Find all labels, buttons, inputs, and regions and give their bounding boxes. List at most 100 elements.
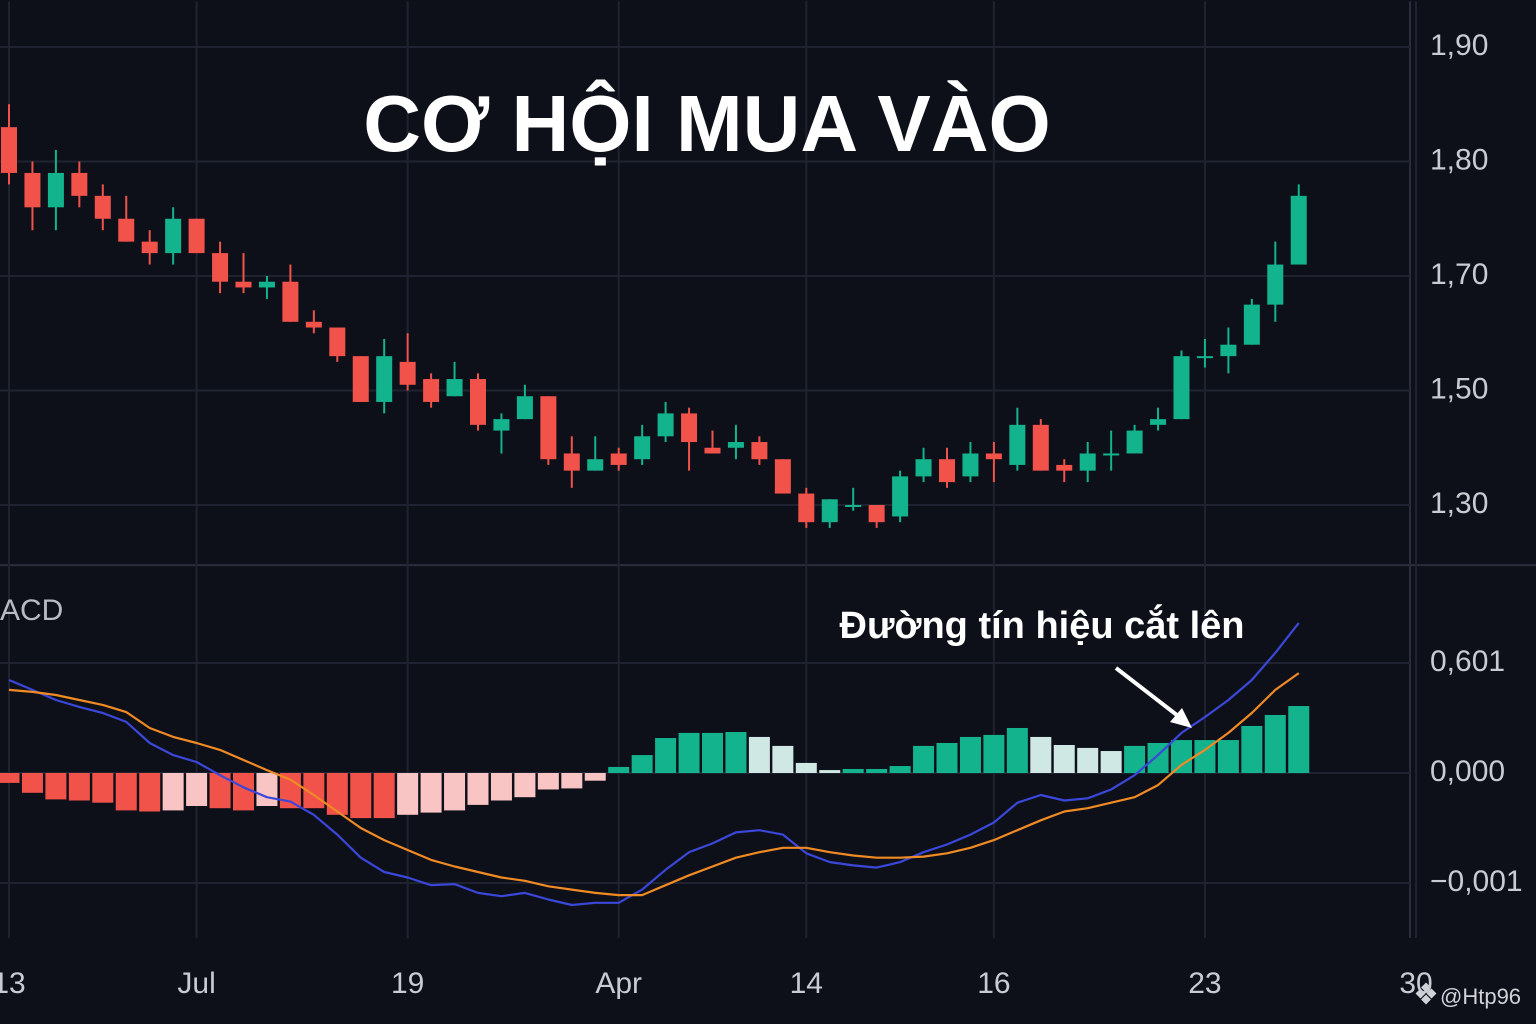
icon-part [1421, 994, 1431, 1005]
histogram-bar [537, 773, 559, 790]
histogram-bar [866, 768, 888, 773]
histogram-bar [795, 762, 817, 773]
y-tick-label: 0,000 [1430, 755, 1505, 788]
histogram-bar [1288, 706, 1310, 773]
y-tick-label: 1,70 [1430, 258, 1488, 291]
histogram-bar [702, 732, 723, 773]
candle-body [939, 459, 955, 483]
candle-body [657, 413, 674, 437]
watermark-icon [1415, 982, 1437, 1005]
histogram-bar [1264, 714, 1286, 773]
histogram-bar [45, 773, 67, 800]
candle-body [1103, 453, 1120, 456]
candle-body [1196, 356, 1213, 359]
histogram-bar [1124, 745, 1146, 773]
y-tick-label: 0,601 [1430, 645, 1505, 678]
candle-body [681, 413, 698, 443]
histogram-bar [1053, 744, 1075, 773]
candle-body [962, 453, 979, 477]
annotation: Đường tín hiệu cắt lên [840, 603, 1245, 647]
x-tick-label: 30 [1399, 967, 1432, 1000]
histogram-bar [279, 773, 301, 809]
histogram-bar [397, 773, 419, 815]
candle-body [470, 379, 486, 425]
candle-body [141, 241, 158, 254]
histogram-bar [936, 742, 958, 773]
histogram-bar [467, 773, 489, 805]
histogram-bar [772, 745, 794, 773]
y-tick-label: 1,50 [1430, 372, 1488, 405]
annotation-arrow [1114, 666, 1192, 728]
candle-body [821, 499, 838, 523]
y-tick-label: 1,90 [1430, 29, 1488, 62]
candle-body [493, 419, 510, 431]
histogram-bar [21, 773, 43, 793]
histogram-bar [655, 738, 677, 773]
histogram-bar [1171, 740, 1192, 773]
candle-body [1, 127, 17, 173]
y-tick-label: 1,80 [1430, 143, 1488, 176]
chart-title: CƠ HỘI MUA VÀO [363, 79, 1051, 168]
candle-body [1173, 356, 1190, 420]
histogram-bar [139, 773, 161, 812]
histogram-bar [725, 732, 747, 773]
candle-body [1079, 453, 1096, 471]
icon-part [1421, 982, 1431, 993]
histogram-bar [373, 773, 395, 819]
candle-body [704, 447, 721, 454]
candle-body [1267, 264, 1284, 305]
x-tick-label: 13 [0, 967, 26, 1000]
candle-body [774, 459, 791, 494]
histogram-bar [819, 770, 841, 773]
candle-body [1009, 424, 1026, 465]
candle-body [563, 453, 580, 471]
x-tick-label: 23 [1188, 967, 1221, 1000]
candle-body [985, 453, 1002, 460]
candle-body [399, 361, 416, 385]
histogram-bar [186, 773, 208, 806]
icon-part [1415, 988, 1426, 999]
candle-body [751, 442, 768, 460]
candle-body [376, 356, 393, 402]
histogram-bar [561, 773, 583, 789]
candle-body [118, 218, 135, 242]
histogram-bar [1006, 727, 1028, 773]
histogram-bar [444, 773, 466, 811]
histogram-bar [983, 734, 1005, 773]
candle-body [1243, 304, 1260, 345]
candle-body [258, 281, 275, 288]
histogram-bar [256, 773, 278, 806]
candle-body [540, 396, 557, 460]
histogram-bar [608, 766, 630, 773]
histogram-bar [490, 773, 512, 801]
histogram-bar [162, 773, 184, 811]
candle-body [305, 321, 322, 328]
macd-line [8, 672, 1300, 897]
candle-body [516, 396, 533, 420]
candle-body [798, 493, 815, 523]
candle-body [1126, 430, 1143, 454]
histogram-bar [92, 773, 114, 803]
candle-body [47, 172, 64, 208]
histogram-bar [842, 768, 864, 773]
candle-body [868, 505, 885, 523]
histogram-bar [0, 773, 20, 783]
x-tick-label: Apr [595, 967, 642, 1000]
candle-body [610, 453, 627, 465]
x-tick-label: 16 [977, 967, 1010, 1000]
histogram-bar [1194, 740, 1216, 773]
candle-body [235, 281, 252, 288]
histogram-bar [889, 766, 911, 773]
candle-body [329, 327, 346, 357]
histogram-bar [420, 773, 442, 813]
candle-body [446, 379, 463, 397]
histogram-bar [350, 773, 372, 819]
candle-body [188, 218, 205, 254]
histogram-bar [1077, 747, 1099, 773]
histogram-bar [1217, 740, 1239, 773]
candle-body [282, 281, 299, 322]
candle-body [1056, 464, 1073, 471]
